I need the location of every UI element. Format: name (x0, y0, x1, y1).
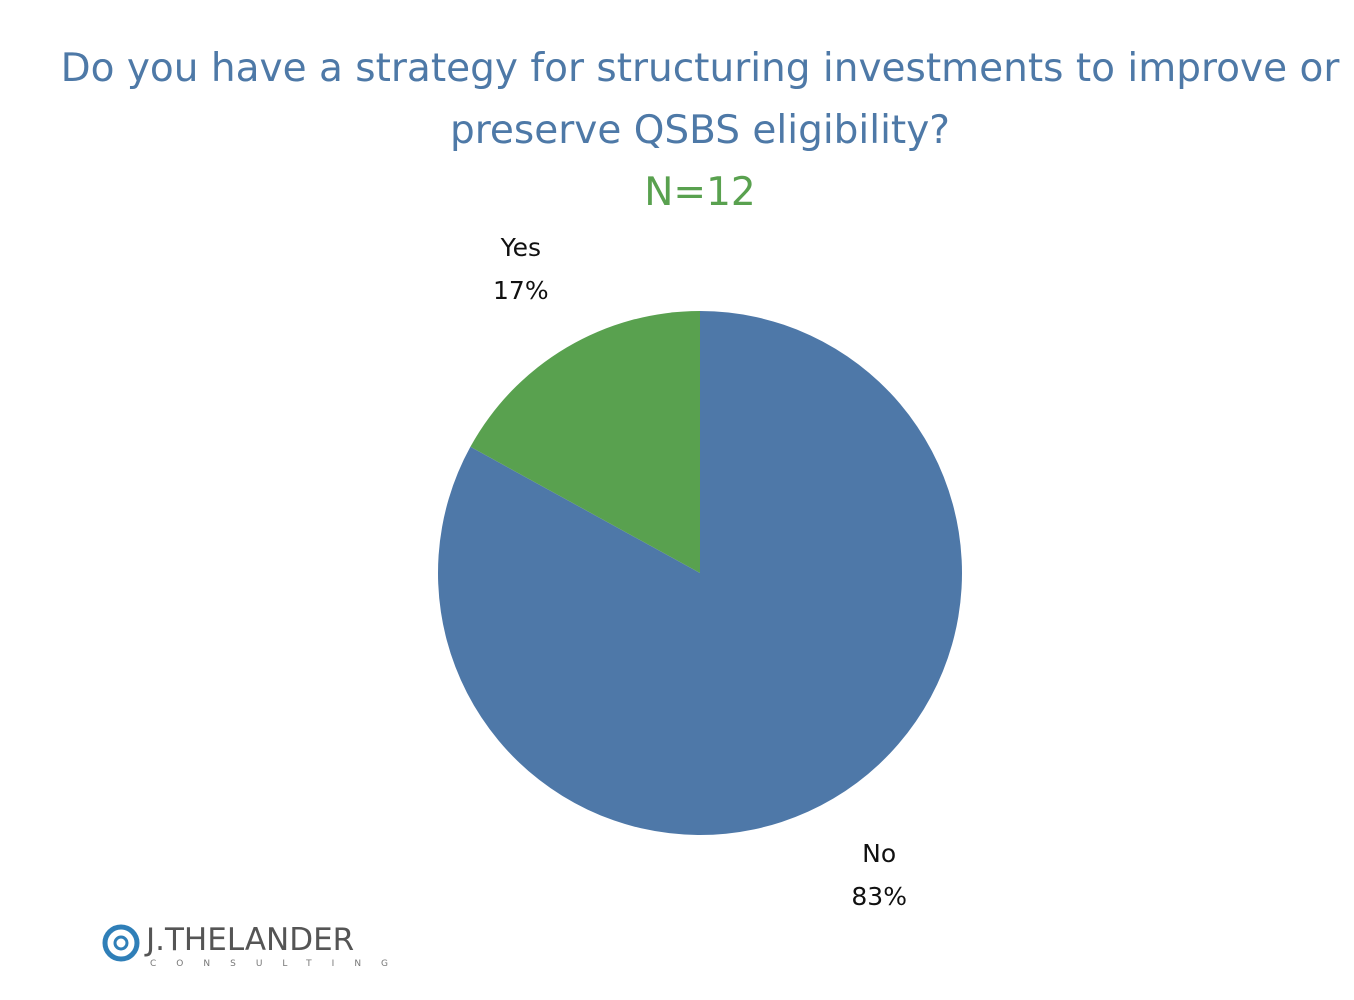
chart-subtitle: N=12 (644, 170, 756, 215)
chart-title: Do you have a strategy for structuring i… (60, 46, 1340, 153)
pie-slice (470, 311, 700, 573)
slice-label: Yes (500, 233, 541, 262)
logo-icon-inner (113, 935, 129, 951)
logo-icon (102, 924, 140, 962)
slice-label: No (862, 839, 896, 868)
logo-name: J.THELANDER (144, 922, 354, 958)
pie-slice (438, 311, 963, 835)
slice-value-label: 17% (493, 276, 549, 305)
logo-tagline: CONSULTING (150, 959, 408, 969)
logo: J.THELANDER CONSULTING (102, 922, 408, 969)
slice-value-label: 83% (851, 882, 907, 911)
